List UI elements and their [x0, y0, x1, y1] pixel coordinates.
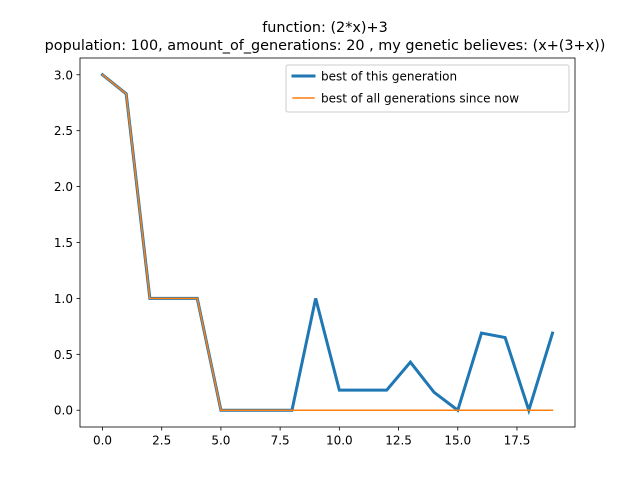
x-tick-label: 5.0 [211, 434, 230, 448]
x-tick-label: 0.0 [93, 434, 112, 448]
chart-subtitle: population: 100, amount_of_generations: … [45, 38, 606, 54]
legend: best of this generation best of all gene… [285, 64, 570, 113]
legend-label-best-of-generation: best of this generation [321, 70, 457, 84]
legend-label-best-of-all-generations: best of all generations since now [321, 92, 519, 106]
x-tick-label: 15.0 [444, 434, 471, 448]
series-line-1 [101, 73, 554, 411]
x-tick-label: 12.5 [385, 434, 412, 448]
chart-title: function: (2*x)+3 [262, 20, 388, 36]
axis-ticks: 0.0 2.5 5.0 7.5 10.0 12.5 15.0 17.5 0.0 0.5 1.0 1.5… [54, 68, 530, 447]
y-tick-label: 2.5 [54, 124, 73, 138]
y-tick-label: 2.0 [54, 180, 73, 194]
y-tick-label: 1.5 [54, 236, 73, 250]
y-tick-label: 0.0 [54, 404, 73, 418]
plot-frame [79, 57, 576, 428]
x-tick-label: 10.0 [326, 434, 353, 448]
legend-box [285, 64, 570, 113]
y-tick-label: 1.0 [54, 292, 73, 306]
y-tick-label: 3.0 [54, 68, 73, 82]
x-tick-label: 17.5 [504, 434, 531, 448]
x-tick-label: 2.5 [152, 434, 171, 448]
y-tick-label: 0.5 [54, 348, 73, 362]
plot-series [100, 72, 555, 416]
x-tick-label: 7.5 [271, 434, 290, 448]
